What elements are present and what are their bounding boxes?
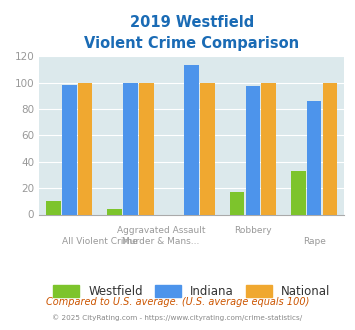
Bar (291, 171, 306, 214)
Title: 2019 Westfield
Violent Crime Comparison: 2019 Westfield Violent Crime Comparison (84, 15, 299, 51)
Text: Aggravated Assault: Aggravated Assault (117, 226, 205, 235)
Text: Rape: Rape (303, 238, 326, 247)
Bar (46, 201, 61, 214)
Text: Compared to U.S. average. (U.S. average equals 100): Compared to U.S. average. (U.S. average … (46, 297, 309, 307)
Bar (230, 192, 244, 214)
Bar (307, 101, 321, 214)
Text: © 2025 CityRating.com - https://www.cityrating.com/crime-statistics/: © 2025 CityRating.com - https://www.city… (53, 314, 302, 321)
Legend: Westfield, Indiana, National: Westfield, Indiana, National (48, 280, 335, 303)
Bar (200, 82, 215, 214)
Bar (262, 82, 276, 214)
Bar (62, 85, 77, 214)
Bar (123, 82, 138, 214)
Bar (107, 209, 122, 214)
Bar (323, 82, 337, 214)
Bar (139, 82, 154, 214)
Bar (184, 65, 199, 214)
Text: Robbery: Robbery (234, 226, 272, 235)
Text: Murder & Mans...: Murder & Mans... (122, 238, 200, 247)
Bar (246, 86, 260, 214)
Text: All Violent Crime: All Violent Crime (62, 238, 138, 247)
Bar (78, 82, 92, 214)
